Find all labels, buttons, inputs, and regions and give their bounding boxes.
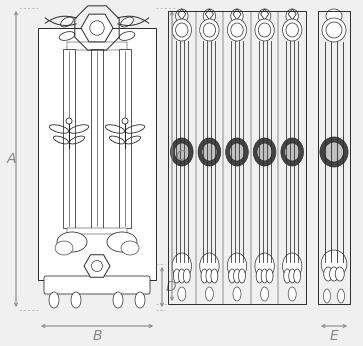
Ellipse shape bbox=[261, 287, 269, 301]
Ellipse shape bbox=[174, 143, 189, 161]
Text: C: C bbox=[175, 149, 185, 163]
Ellipse shape bbox=[231, 9, 243, 23]
Ellipse shape bbox=[172, 253, 191, 279]
Polygon shape bbox=[233, 9, 241, 20]
Ellipse shape bbox=[135, 292, 145, 308]
Ellipse shape bbox=[49, 292, 59, 308]
Bar bbox=[318, 11, 350, 304]
Ellipse shape bbox=[206, 269, 213, 283]
Ellipse shape bbox=[282, 253, 302, 279]
Text: A: A bbox=[6, 152, 16, 166]
Ellipse shape bbox=[266, 269, 273, 283]
Ellipse shape bbox=[322, 18, 346, 42]
Ellipse shape bbox=[289, 269, 295, 283]
Bar bbox=[67, 42, 127, 50]
Ellipse shape bbox=[119, 31, 135, 40]
Ellipse shape bbox=[178, 269, 185, 283]
Ellipse shape bbox=[183, 269, 190, 283]
Ellipse shape bbox=[227, 253, 247, 279]
Ellipse shape bbox=[203, 9, 216, 23]
Bar bbox=[91, 49, 103, 228]
Ellipse shape bbox=[233, 269, 240, 283]
Ellipse shape bbox=[121, 17, 133, 27]
Ellipse shape bbox=[330, 267, 338, 281]
Circle shape bbox=[66, 118, 72, 124]
Polygon shape bbox=[288, 9, 296, 20]
Ellipse shape bbox=[284, 269, 291, 283]
Ellipse shape bbox=[198, 138, 221, 166]
Ellipse shape bbox=[338, 289, 344, 303]
Ellipse shape bbox=[286, 23, 298, 37]
Ellipse shape bbox=[326, 22, 342, 38]
Ellipse shape bbox=[176, 23, 188, 37]
Ellipse shape bbox=[324, 267, 333, 281]
Ellipse shape bbox=[320, 137, 348, 167]
Ellipse shape bbox=[256, 269, 263, 283]
Ellipse shape bbox=[326, 9, 342, 23]
Ellipse shape bbox=[282, 19, 302, 41]
Ellipse shape bbox=[335, 267, 344, 281]
Ellipse shape bbox=[121, 241, 139, 255]
FancyBboxPatch shape bbox=[44, 276, 150, 294]
Text: B: B bbox=[92, 329, 102, 343]
Ellipse shape bbox=[231, 23, 243, 37]
Ellipse shape bbox=[323, 289, 330, 303]
Ellipse shape bbox=[226, 138, 248, 166]
Ellipse shape bbox=[200, 19, 219, 41]
Ellipse shape bbox=[59, 31, 75, 40]
Ellipse shape bbox=[255, 253, 274, 279]
Circle shape bbox=[91, 261, 102, 272]
Polygon shape bbox=[178, 9, 186, 20]
Bar bbox=[119, 49, 131, 228]
Ellipse shape bbox=[258, 23, 271, 37]
Ellipse shape bbox=[258, 9, 271, 23]
Ellipse shape bbox=[288, 287, 296, 301]
Ellipse shape bbox=[203, 23, 216, 37]
Text: D: D bbox=[166, 280, 176, 294]
Ellipse shape bbox=[257, 143, 272, 161]
Ellipse shape bbox=[178, 287, 186, 301]
Circle shape bbox=[122, 118, 128, 124]
Ellipse shape bbox=[233, 287, 241, 301]
Ellipse shape bbox=[174, 269, 180, 283]
Ellipse shape bbox=[171, 138, 193, 166]
Bar bbox=[168, 11, 306, 304]
Ellipse shape bbox=[229, 143, 245, 161]
Ellipse shape bbox=[261, 269, 268, 283]
Ellipse shape bbox=[55, 241, 73, 255]
Ellipse shape bbox=[253, 138, 276, 166]
Ellipse shape bbox=[107, 232, 137, 252]
Ellipse shape bbox=[176, 9, 188, 23]
Ellipse shape bbox=[205, 287, 213, 301]
Ellipse shape bbox=[172, 19, 191, 41]
Bar bbox=[38, 28, 156, 280]
Text: E: E bbox=[330, 329, 338, 343]
Ellipse shape bbox=[325, 142, 344, 162]
Ellipse shape bbox=[285, 143, 300, 161]
Ellipse shape bbox=[227, 19, 247, 41]
Ellipse shape bbox=[57, 232, 87, 252]
Ellipse shape bbox=[61, 17, 73, 27]
Ellipse shape bbox=[201, 269, 208, 283]
Ellipse shape bbox=[294, 269, 301, 283]
Ellipse shape bbox=[281, 138, 303, 166]
Ellipse shape bbox=[238, 269, 245, 283]
Ellipse shape bbox=[202, 143, 217, 161]
Polygon shape bbox=[205, 9, 213, 20]
Ellipse shape bbox=[255, 19, 274, 41]
Ellipse shape bbox=[200, 253, 219, 279]
Ellipse shape bbox=[229, 269, 236, 283]
Ellipse shape bbox=[211, 269, 218, 283]
Polygon shape bbox=[261, 9, 269, 20]
Bar bbox=[67, 228, 127, 234]
Ellipse shape bbox=[321, 250, 347, 278]
Circle shape bbox=[90, 21, 104, 35]
Ellipse shape bbox=[113, 292, 123, 308]
Ellipse shape bbox=[286, 9, 298, 23]
Ellipse shape bbox=[71, 292, 81, 308]
Bar bbox=[63, 49, 75, 228]
